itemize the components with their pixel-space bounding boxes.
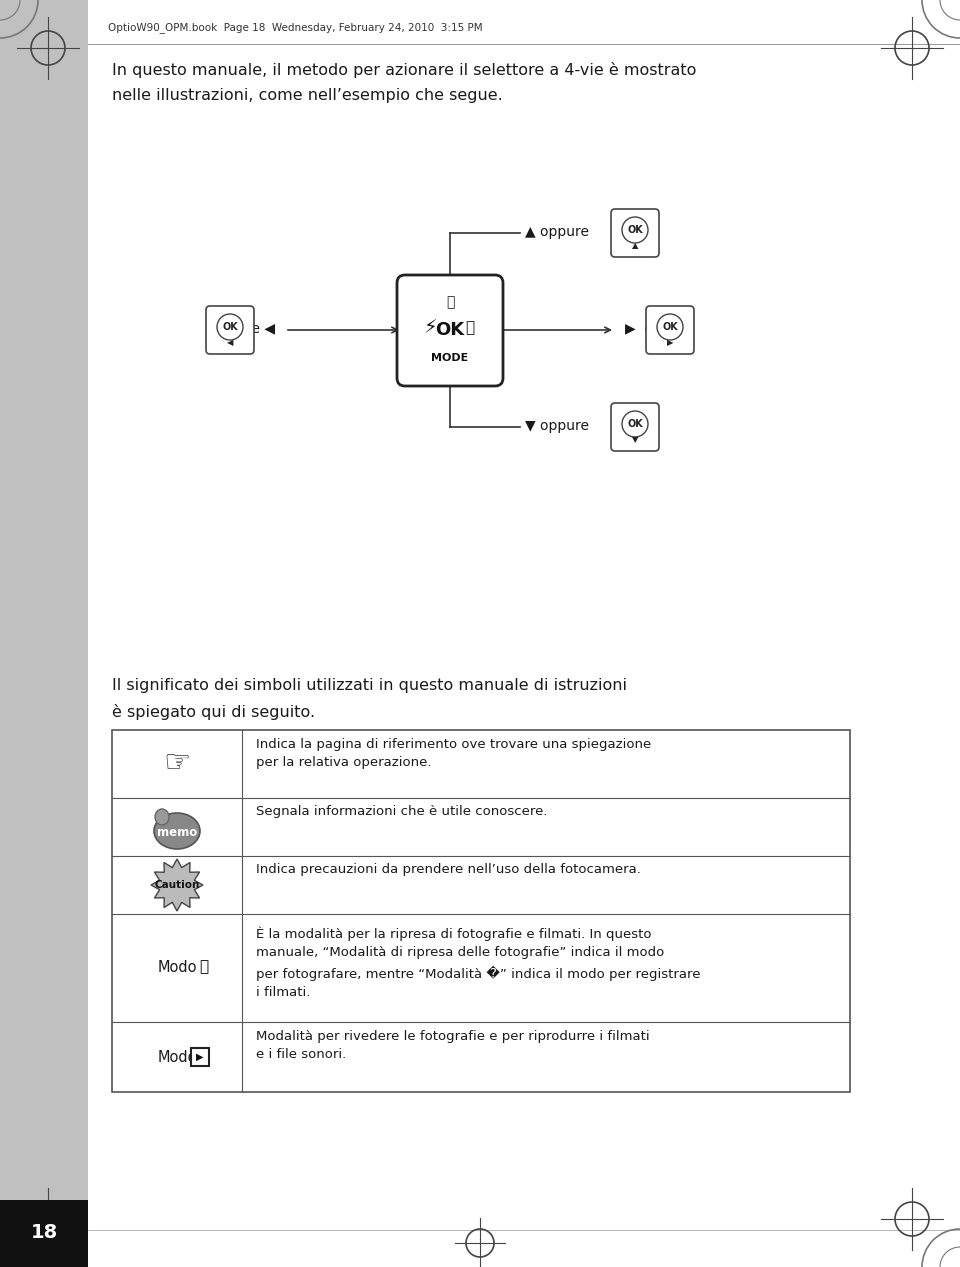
- Text: OK: OK: [436, 321, 465, 340]
- Text: oppure ◀: oppure ◀: [211, 322, 275, 336]
- Text: ◀: ◀: [227, 338, 233, 347]
- Text: 📷: 📷: [199, 959, 208, 974]
- Text: ▲: ▲: [632, 242, 638, 251]
- Text: OK: OK: [662, 322, 678, 332]
- Polygon shape: [151, 859, 203, 911]
- FancyBboxPatch shape: [646, 307, 694, 353]
- Text: ▶: ▶: [196, 1052, 204, 1062]
- FancyBboxPatch shape: [0, 0, 88, 1267]
- Text: ⏻: ⏻: [445, 295, 454, 309]
- Text: ▶  oppure: ▶ oppure: [625, 322, 693, 336]
- Text: MODE: MODE: [431, 353, 468, 364]
- FancyBboxPatch shape: [112, 730, 850, 1092]
- Text: Indica precauzioni da prendere nell’uso della fotocamera.: Indica precauzioni da prendere nell’uso …: [256, 863, 641, 875]
- Text: 🌿: 🌿: [466, 321, 474, 336]
- Text: Modo: Modo: [157, 960, 197, 976]
- FancyBboxPatch shape: [397, 275, 503, 386]
- FancyBboxPatch shape: [611, 209, 659, 257]
- Ellipse shape: [154, 813, 200, 849]
- FancyBboxPatch shape: [191, 1048, 209, 1066]
- Text: ☞: ☞: [163, 750, 191, 778]
- FancyBboxPatch shape: [88, 0, 960, 1267]
- Ellipse shape: [155, 810, 169, 825]
- Text: Indica la pagina di riferimento ove trovare una spiegazione
per la relativa oper: Indica la pagina di riferimento ove trov…: [256, 739, 651, 769]
- Text: 18: 18: [31, 1224, 58, 1243]
- Text: è spiegato qui di seguito.: è spiegato qui di seguito.: [112, 704, 315, 720]
- Text: ▲ oppure: ▲ oppure: [525, 226, 589, 239]
- Text: OK: OK: [627, 226, 643, 234]
- Text: OK: OK: [627, 419, 643, 430]
- FancyBboxPatch shape: [206, 307, 254, 353]
- Text: ⚡: ⚡: [423, 318, 437, 337]
- Text: Modo: Modo: [157, 1049, 197, 1064]
- FancyBboxPatch shape: [0, 1200, 88, 1267]
- Text: Modalità per rivedere le fotografie e per riprodurre i filmati
e i file sonori.: Modalità per rivedere le fotografie e pe…: [256, 1030, 650, 1062]
- Text: Il significato dei simboli utilizzati in questo manuale di istruzioni: Il significato dei simboli utilizzati in…: [112, 678, 627, 693]
- Text: Segnala informazioni che è utile conoscere.: Segnala informazioni che è utile conosce…: [256, 805, 547, 818]
- Text: memo: memo: [156, 826, 197, 840]
- Text: ▼: ▼: [632, 436, 638, 445]
- FancyBboxPatch shape: [611, 403, 659, 451]
- Text: È la modalità per la ripresa di fotografie e filmati. In questo
manuale, “Modali: È la modalità per la ripresa di fotograf…: [256, 927, 701, 998]
- Text: In questo manuale, il metodo per azionare il selettore a 4-vie è mostrato: In questo manuale, il metodo per azionar…: [112, 62, 696, 79]
- Text: ▶: ▶: [667, 338, 673, 347]
- Text: OK: OK: [222, 322, 238, 332]
- Text: nelle illustrazioni, come nell’esempio che segue.: nelle illustrazioni, come nell’esempio c…: [112, 87, 503, 103]
- Text: Caution: Caution: [155, 881, 200, 889]
- Text: OptioW90_OPM.book  Page 18  Wednesday, February 24, 2010  3:15 PM: OptioW90_OPM.book Page 18 Wednesday, Feb…: [108, 22, 483, 33]
- Text: ▼ oppure: ▼ oppure: [525, 419, 589, 433]
